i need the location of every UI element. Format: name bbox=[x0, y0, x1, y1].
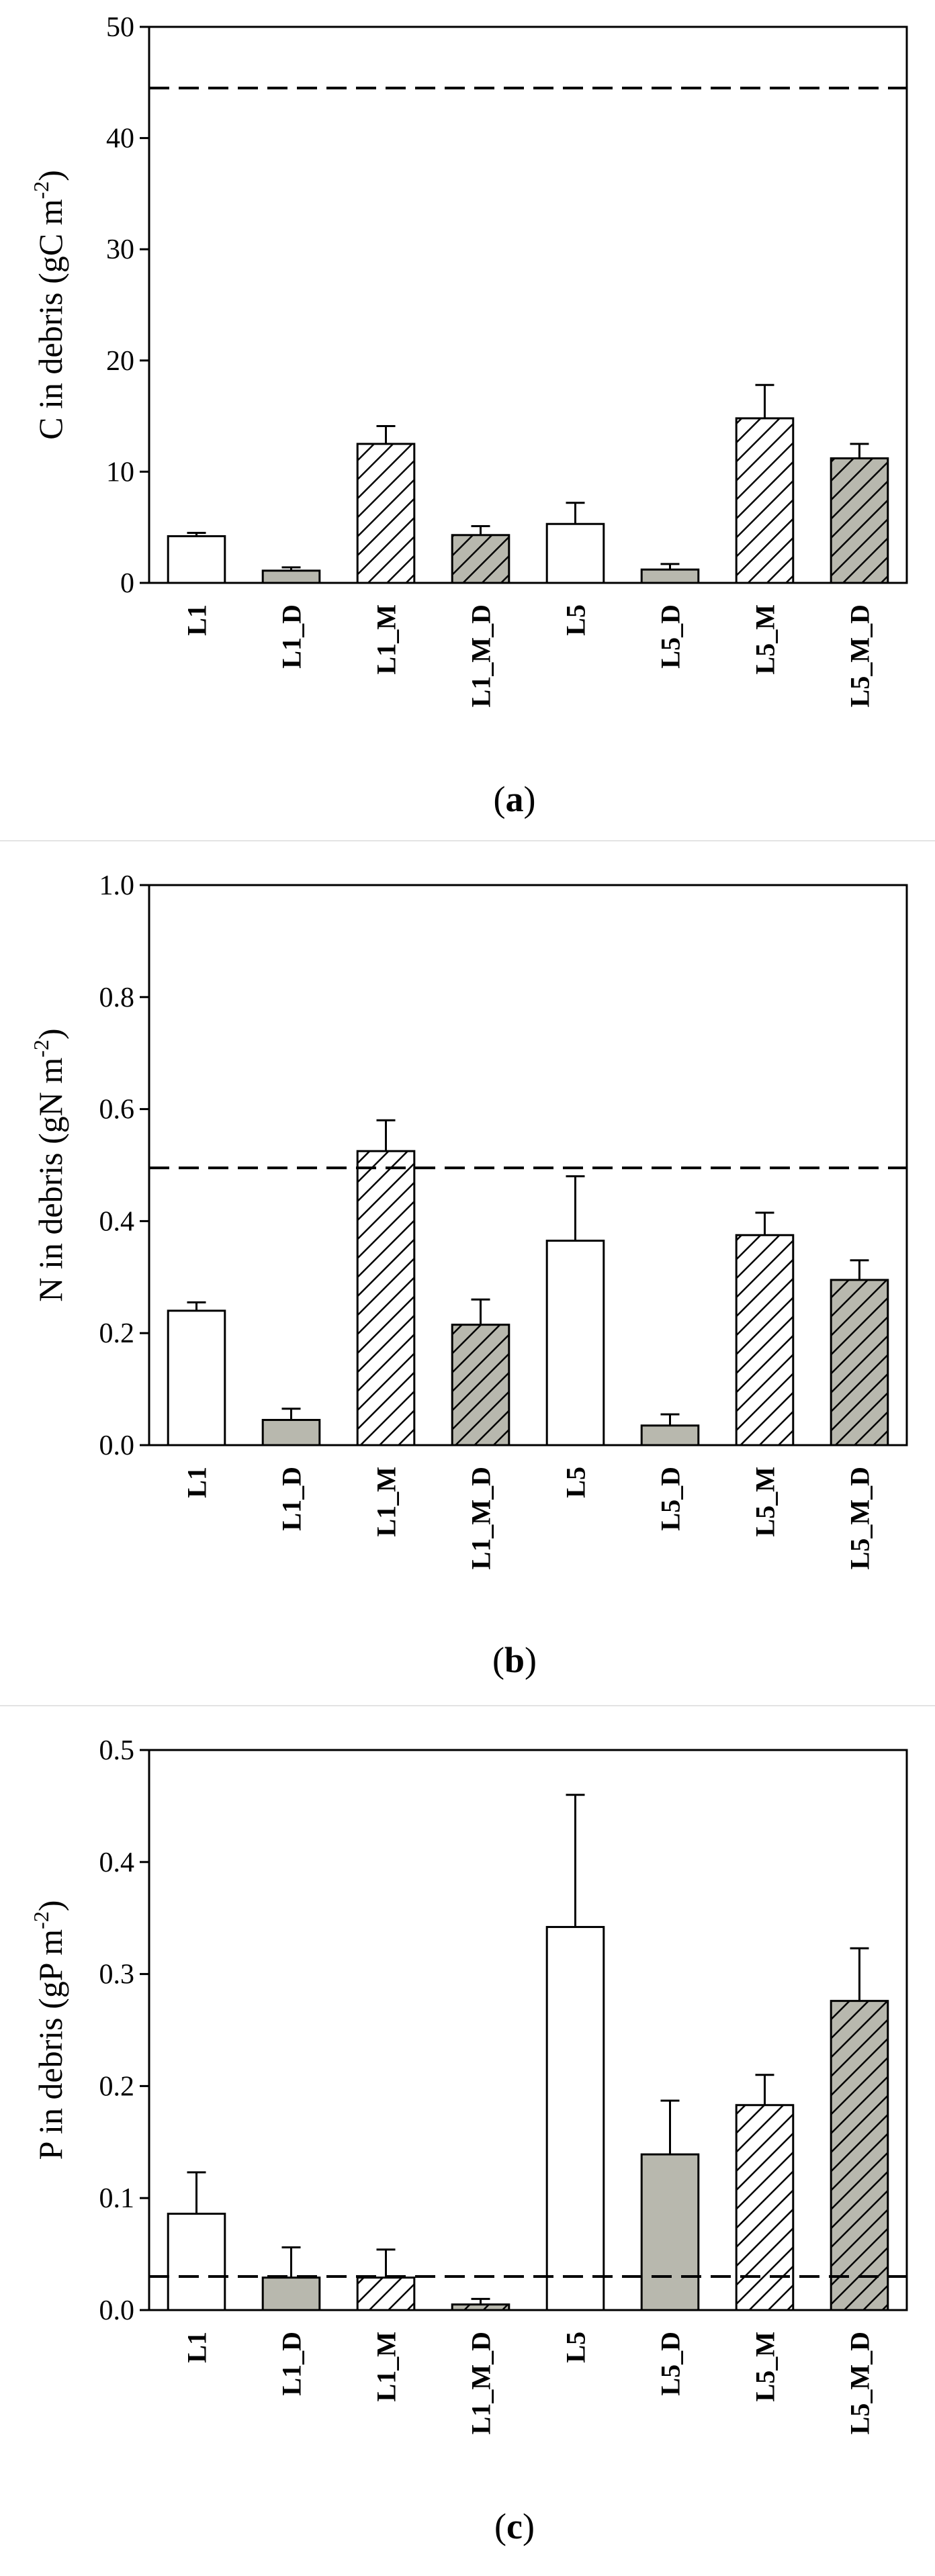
y-tick-label: 0.3 bbox=[99, 1960, 135, 1990]
category-label: L1_D bbox=[277, 1467, 307, 1531]
category-label: L5 bbox=[561, 604, 591, 636]
y-axis-label: N in debris (gN m-2) bbox=[29, 1028, 69, 1301]
bar bbox=[356, 1150, 416, 1446]
y-tick-label: 0.0 bbox=[99, 1430, 135, 1461]
y-axis-label-close: ) bbox=[32, 170, 69, 181]
panel-label-close: ) bbox=[524, 779, 536, 819]
y-axis-label-main: C in debris (gC m bbox=[32, 199, 69, 439]
bar bbox=[167, 535, 226, 584]
y-tick-label: 1.0 bbox=[99, 870, 135, 901]
y-tick-label: 0.2 bbox=[99, 2071, 135, 2102]
panel-label: (a) bbox=[494, 779, 536, 819]
category-label: L5_M_D bbox=[845, 1467, 875, 1569]
bar bbox=[545, 1926, 605, 2311]
category-label: L5_M bbox=[750, 2332, 781, 2401]
category-label: L1_M_D bbox=[466, 604, 496, 707]
y-axis-label-sup: -2 bbox=[29, 1911, 53, 1929]
chart-panel-a: 0 10 20 30 40 50 L1 L1_D L1_M L1_M_D L5 L5_D L5_M L5_… bbox=[29, 12, 908, 819]
y-tick-label: 0.4 bbox=[99, 1847, 135, 1878]
category-label: L5_M bbox=[750, 604, 781, 674]
bar bbox=[167, 1309, 226, 1446]
plot-frame bbox=[148, 884, 908, 1446]
plot-frame bbox=[148, 1749, 908, 2311]
chart-panel-b: 0.0 0.2 0.4 0.6 0.8 1.0 L1 L1_D L1_M L1_M_D L5 L5_D… bbox=[29, 870, 908, 1680]
y-tick-label: 0.8 bbox=[99, 982, 135, 1013]
category-label: L1 bbox=[182, 2332, 212, 2363]
bar bbox=[356, 2276, 416, 2311]
panel-label-letter: c bbox=[506, 2506, 523, 2546]
bar bbox=[356, 443, 416, 584]
category-label: L5_D bbox=[656, 2332, 686, 2396]
bar bbox=[640, 2153, 700, 2311]
bar bbox=[261, 569, 321, 584]
y-tick-label: 0.1 bbox=[99, 2183, 135, 2214]
y-tick-label: 0 bbox=[120, 568, 134, 599]
category-label: L5 bbox=[561, 1467, 591, 1498]
panel-label-letter: b bbox=[504, 1640, 525, 1680]
category-label: L1_M_D bbox=[466, 2332, 496, 2434]
y-tick-label: 0.4 bbox=[99, 1206, 135, 1237]
bar bbox=[261, 2276, 321, 2311]
y-axis-label-main: P in debris (gP m bbox=[32, 1929, 69, 2160]
panel-label: (c) bbox=[494, 2506, 535, 2546]
y-axis-label-close: ) bbox=[32, 1900, 69, 1912]
bar bbox=[545, 522, 605, 584]
bar bbox=[451, 1324, 510, 1446]
bar bbox=[735, 1234, 795, 1446]
panel-label-open: ( bbox=[494, 779, 506, 819]
bar bbox=[545, 1240, 605, 1446]
category-label: L1_D bbox=[277, 604, 307, 669]
y-tick-label: 0.5 bbox=[99, 1735, 135, 1766]
y-axis-label-sup: -2 bbox=[29, 1040, 53, 1058]
y-tick-label: 40 bbox=[106, 124, 134, 154]
panel-label-letter: a bbox=[506, 779, 524, 819]
category-label: L5_D bbox=[656, 604, 686, 669]
bar bbox=[167, 2213, 226, 2311]
panel-label: (b) bbox=[492, 1640, 537, 1680]
y-tick-label: 30 bbox=[106, 234, 134, 265]
bar bbox=[261, 1418, 321, 1446]
bar bbox=[735, 2104, 795, 2311]
category-label: L5 bbox=[561, 2332, 591, 2363]
category-label: L1 bbox=[182, 604, 212, 636]
y-axis-label-main: N in debris (gN m bbox=[32, 1058, 69, 1302]
bar bbox=[830, 457, 889, 584]
panel-label-open: ( bbox=[492, 1640, 504, 1680]
panel-label-close: ) bbox=[525, 1640, 537, 1680]
category-label: L1_D bbox=[277, 2332, 307, 2396]
y-axis-label: P in debris (gP m-2) bbox=[29, 1900, 69, 2160]
y-tick-label: 0.2 bbox=[99, 1318, 135, 1349]
category-label: L1 bbox=[182, 1467, 212, 1498]
y-axis-label-close: ) bbox=[32, 1028, 69, 1040]
y-tick-label: 20 bbox=[106, 346, 134, 377]
y-tick-label: 10 bbox=[106, 457, 134, 488]
y-tick-label: 0.6 bbox=[99, 1095, 135, 1125]
chart-panel-c: 0.0 0.1 0.2 0.3 0.4 0.5 L1 L1_D L1_M L1_M_D L5 L5_D… bbox=[29, 1735, 908, 2546]
category-label: L1_M bbox=[371, 1467, 402, 1536]
bar bbox=[451, 534, 510, 584]
panel-label-open: ( bbox=[494, 2506, 506, 2546]
bar bbox=[830, 1279, 889, 1446]
bar bbox=[640, 568, 700, 584]
y-axis-label-sup: -2 bbox=[29, 181, 53, 199]
panel-label-close: ) bbox=[523, 2506, 535, 2546]
y-tick-label: 50 bbox=[106, 12, 134, 43]
plot-frame bbox=[148, 26, 908, 584]
category-label: L5_M_D bbox=[845, 2332, 875, 2434]
category-label: L5_M_D bbox=[845, 604, 875, 707]
category-label: L5_D bbox=[656, 1467, 686, 1531]
y-tick-label: 0.0 bbox=[99, 2295, 135, 2326]
category-label: L1_M bbox=[371, 604, 402, 674]
category-label: L1_M_D bbox=[466, 1467, 496, 1569]
category-label: L1_M bbox=[371, 2332, 402, 2401]
bar bbox=[640, 1424, 700, 1446]
category-label: L5_M bbox=[750, 1467, 781, 1536]
y-axis-label: C in debris (gC m-2) bbox=[29, 170, 69, 440]
bar bbox=[830, 2000, 889, 2311]
charts-group: 0 10 20 30 40 50 L1 L1_D L1_M L1_M_D L5 L5_D L5_M L5_… bbox=[29, 12, 908, 2546]
bar bbox=[735, 417, 795, 584]
